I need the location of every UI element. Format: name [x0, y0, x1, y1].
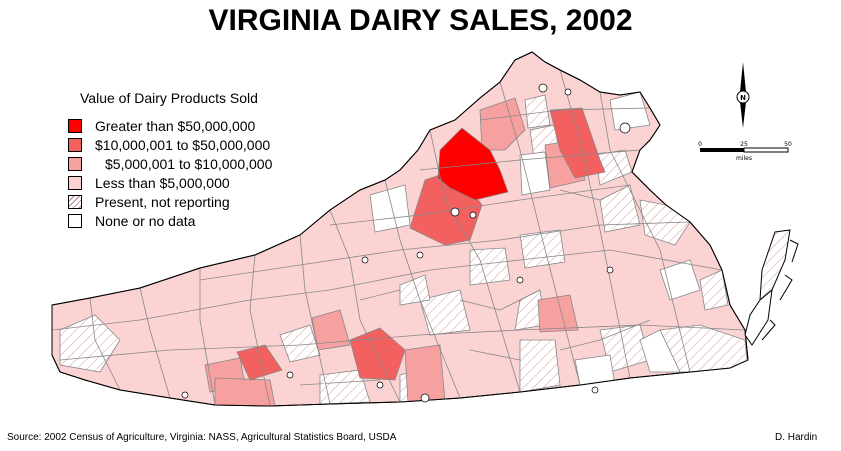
county-none	[609, 91, 651, 131]
legend-swatch	[68, 138, 82, 152]
legend-label: None or no data	[95, 213, 196, 229]
scale-tick: 25	[740, 141, 748, 148]
legend-swatch	[68, 176, 82, 190]
county-hatched	[519, 339, 561, 393]
county-hatched	[279, 324, 321, 363]
county-mid	[214, 377, 276, 406]
legend-swatch	[68, 214, 82, 228]
county-high	[236, 344, 283, 381]
eastern-shore-islands	[761, 239, 799, 341]
county-mid	[537, 294, 579, 333]
county-high	[349, 327, 406, 381]
county-hatched	[59, 314, 121, 373]
county-hatched	[469, 247, 511, 286]
city-island	[619, 122, 631, 134]
legend-title: Value of Dairy Products Sold	[80, 90, 258, 106]
source-note: Source: 2002 Census of Agriculture, Virg…	[7, 432, 397, 443]
county-high	[549, 107, 606, 179]
city-island	[469, 211, 477, 219]
scale-tick: 50	[784, 141, 792, 148]
scale-unit: miles	[736, 155, 752, 162]
north-label: N	[740, 94, 746, 102]
city-island	[376, 381, 384, 389]
legend-swatch	[68, 157, 82, 171]
city-island	[181, 391, 189, 399]
county-hatched	[399, 274, 431, 306]
legend-swatch	[68, 195, 82, 209]
city-island	[538, 83, 548, 93]
city-island	[606, 266, 614, 274]
legend-label: Present, not reporting	[95, 194, 230, 210]
legend-label: Less than $5,000,000	[95, 175, 230, 191]
county-top	[437, 127, 509, 201]
city-island	[420, 393, 430, 403]
county-borders	[52, 69, 746, 406]
county-none	[639, 329, 681, 373]
city-island	[564, 88, 572, 96]
city-island	[450, 207, 460, 217]
county-none	[519, 151, 551, 196]
county-hatched	[419, 289, 471, 336]
county-hatched	[699, 269, 729, 311]
county-hatched	[599, 184, 641, 233]
scale-bar: 0 25 50 miles	[698, 140, 798, 166]
legend-label: $5,000,001 to $10,000,000	[105, 156, 273, 172]
north-arrow-icon: N	[736, 62, 750, 128]
scale-bar-graphic: 0 25 50 miles	[698, 141, 792, 162]
city-island	[416, 251, 424, 259]
author-credit: D. Hardin	[775, 432, 818, 443]
legend-label: Greater than $50,000,000	[95, 118, 256, 134]
city-island	[361, 256, 369, 264]
legend-label: $10,000,001 to $50,000,000	[95, 137, 271, 153]
eastern-shore-south	[744, 288, 773, 346]
county-hatched	[319, 369, 371, 405]
county-hatched	[524, 94, 551, 129]
city-island	[591, 386, 599, 394]
county-none	[369, 184, 411, 233]
state-outline	[51, 51, 749, 407]
city-island	[286, 371, 294, 379]
eastern-shore-north	[759, 229, 791, 302]
map-title: VIRGINIA DAIRY SALES, 2002	[208, 4, 633, 37]
scale-tick: 0	[698, 141, 702, 148]
city-island	[516, 276, 524, 284]
legend-swatch	[68, 119, 82, 133]
